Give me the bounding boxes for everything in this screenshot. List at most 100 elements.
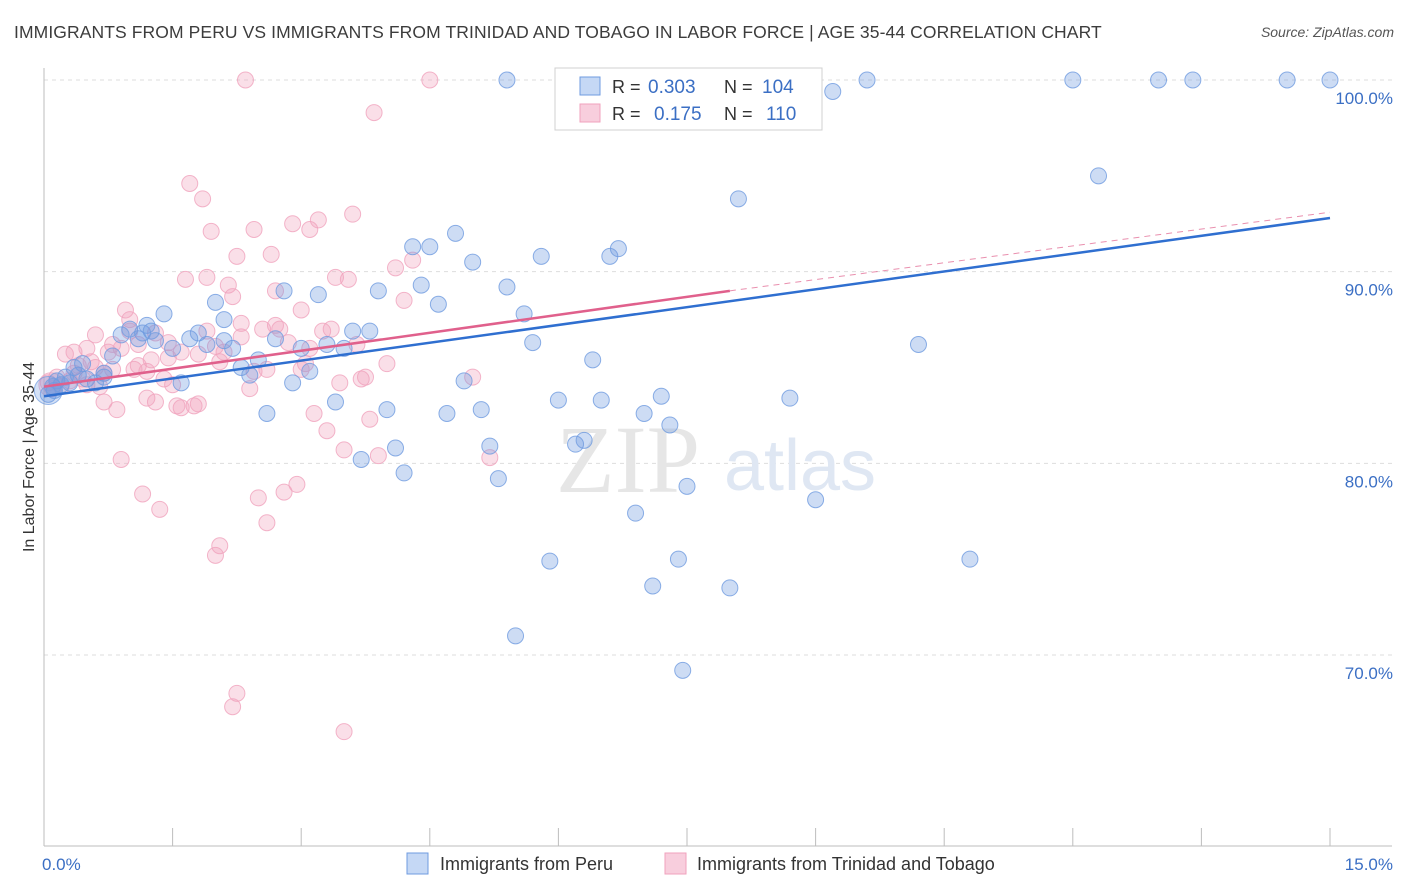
data-point-peru [858, 71, 876, 89]
bottom-legend: Immigrants from Peru Immigrants from Tri… [406, 852, 995, 875]
data-point-peru [549, 391, 567, 409]
data-point-peru [181, 330, 199, 348]
x-tick-label: 0.0% [42, 855, 81, 874]
data-point-peru [1090, 167, 1108, 185]
data-point-peru [215, 311, 233, 329]
data-point-peru [258, 405, 276, 422]
data-point-trinidad-tobago [284, 215, 302, 233]
data-point-trinidad-tobago [116, 301, 134, 319]
data-point-trinidad-tobago [335, 723, 353, 741]
data-point-peru [635, 405, 653, 422]
data-point-peru [729, 190, 747, 208]
data-point-trinidad-tobago [202, 222, 220, 240]
data-point-trinidad-tobago [176, 270, 194, 288]
data-point-trinidad-tobago [151, 500, 169, 518]
data-point-trinidad-tobago [228, 247, 246, 265]
y-tick-label: 100.0% [1335, 89, 1393, 108]
data-point-peru [121, 320, 139, 338]
data-point-peru [155, 305, 173, 323]
legend-n-label-peru: N = [724, 77, 753, 97]
data-point-peru [721, 579, 739, 597]
data-point-peru [455, 372, 473, 390]
data-point-trinidad-tobago [288, 475, 306, 493]
data-point-trinidad-tobago [172, 399, 190, 417]
data-point-trinidad-tobago [129, 357, 147, 375]
data-point-peru [489, 470, 507, 488]
data-point-trinidad-tobago [318, 422, 336, 440]
data-point-peru [189, 324, 207, 342]
data-point-peru [275, 282, 293, 300]
data-point-peru [74, 355, 92, 373]
data-point-trinidad-tobago [262, 245, 280, 263]
data-point-trinidad-tobago [266, 316, 284, 334]
data-point-peru [532, 247, 550, 265]
data-point-peru [429, 295, 447, 313]
data-point-peru [524, 334, 542, 352]
y-tick-label: 70.0% [1345, 664, 1393, 683]
data-point-trinidad-tobago [361, 410, 379, 428]
y-tick-labels: 100.0% 90.0% 80.0% 70.0% [1335, 89, 1393, 683]
data-point-peru [961, 550, 979, 568]
chart-title: IMMIGRANTS FROM PERU VS IMMIGRANTS FROM … [14, 22, 1102, 42]
data-point-peru [412, 276, 430, 294]
data-point-peru [567, 435, 585, 453]
x-tick-labels: 0.0% 15.0% [42, 855, 1393, 874]
data-point-trinidad-tobago [95, 393, 113, 411]
data-point-peru [404, 238, 422, 256]
data-point-trinidad-tobago [56, 345, 74, 363]
data-point-trinidad-tobago [421, 71, 439, 89]
data-point-trinidad-tobago [65, 343, 83, 361]
bottom-legend-label-tt: Immigrants from Trinidad and Tobago [697, 854, 995, 874]
data-point-trinidad-tobago [86, 326, 104, 344]
data-point-trinidad-tobago [224, 698, 242, 716]
data-point-peru [781, 389, 799, 407]
data-point-trinidad-tobago [344, 205, 362, 223]
data-point-peru [644, 577, 662, 595]
data-point-peru [395, 464, 413, 482]
data-point-peru [824, 83, 842, 100]
data-point-peru [669, 550, 687, 568]
y-axis-title: In Labor Force | Age 35-44 [21, 362, 38, 552]
trend-lines [43, 211, 1331, 398]
data-point-peru [464, 253, 482, 271]
data-point-peru [369, 282, 387, 300]
data-point-peru [447, 224, 465, 242]
data-point-trinidad-tobago [254, 320, 272, 338]
data-point-peru [584, 351, 602, 369]
trend-line-tt [43, 289, 731, 388]
data-point-peru [1064, 71, 1082, 89]
data-point-trinidad-tobago [86, 359, 104, 376]
watermark: ZIP atlas [556, 406, 876, 513]
data-point-trinidad-tobago [331, 374, 349, 392]
data-point-trinidad-tobago [387, 259, 405, 277]
watermark-atlas: atlas [724, 426, 876, 506]
legend-n-value-tt: 110 [766, 104, 796, 125]
data-point-trinidad-tobago [189, 395, 207, 413]
data-point-peru [807, 491, 825, 509]
data-point-trinidad-tobago [164, 376, 182, 394]
data-point-peru [541, 552, 559, 570]
data-point-peru [318, 336, 336, 353]
bottom-legend-swatch-peru [406, 852, 429, 875]
data-point-peru [33, 376, 63, 405]
data-point-trinidad-tobago [404, 251, 422, 269]
data-point-trinidad-tobago [211, 537, 229, 555]
data-point-peru [326, 393, 344, 411]
data-point-peru [309, 286, 327, 304]
data-point-peru [498, 71, 516, 89]
data-point-peru [1150, 71, 1168, 89]
data-point-trinidad-tobago [69, 357, 87, 375]
data-point-trinidad-tobago [322, 320, 340, 338]
data-point-trinidad-tobago [365, 104, 383, 122]
watermark-zip: ZIP [556, 406, 700, 513]
data-point-trinidad-tobago [198, 268, 216, 286]
trend-line-tt-extension [729, 211, 1331, 292]
legend-swatch-peru [579, 76, 601, 96]
data-point-trinidad-tobago [228, 684, 246, 702]
legend-n-label-tt: N = [724, 104, 753, 124]
data-point-trinidad-tobago [258, 514, 276, 532]
data-point-peru [352, 451, 370, 468]
data-point-trinidad-tobago [292, 301, 310, 319]
data-point-trinidad-tobago [224, 288, 242, 306]
